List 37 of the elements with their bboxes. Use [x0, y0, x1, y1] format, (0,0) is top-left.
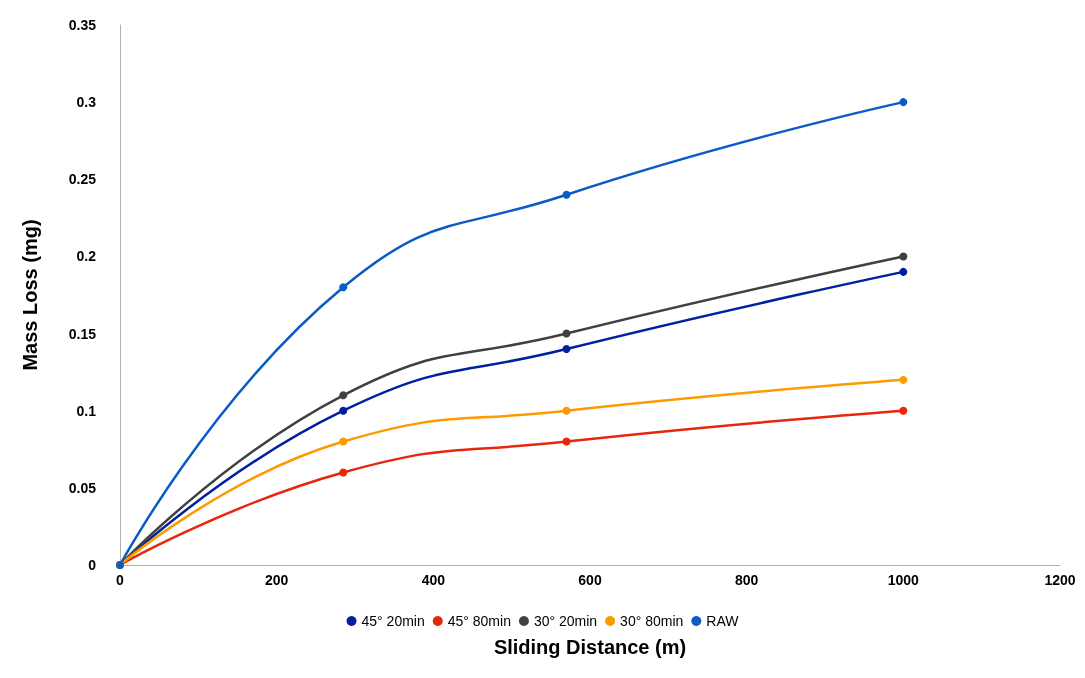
point [562, 437, 571, 446]
point [899, 375, 908, 384]
x-tick-label: 400 [421, 572, 446, 588]
y-tick-label: 0.1 [76, 402, 97, 419]
x-axis-title: Sliding Distance (m) [493, 636, 687, 658]
point [899, 406, 908, 415]
y-tick-label: 0.05 [68, 479, 97, 496]
x-tick-label: 200 [264, 572, 289, 588]
point [339, 468, 348, 477]
point [339, 391, 348, 400]
x-tick-label: 800 [734, 572, 759, 588]
point [339, 437, 348, 446]
y-tick-label: 0.2 [76, 248, 97, 265]
legend-label: 45° 20min [361, 613, 425, 629]
point [562, 190, 571, 199]
point [339, 406, 348, 415]
point [339, 283, 348, 292]
point [899, 252, 908, 261]
point [562, 345, 571, 353]
point [562, 329, 571, 338]
y-axis-title: Mass Loss (mg) [19, 219, 41, 371]
y-tick-label: 0.35 [68, 17, 97, 33]
point [562, 406, 571, 415]
x-tick-label: 0 [116, 572, 125, 588]
legend-label: RAW [706, 613, 740, 629]
legend-label: 30° 80min [620, 613, 684, 629]
x-tick-label: 600 [578, 572, 602, 588]
legend-label: 45° 80min [447, 613, 511, 629]
x-tick-label: 1200 [1044, 572, 1076, 588]
y-tick-label: 0.3 [76, 94, 97, 111]
y-tick-label: 0 [88, 557, 97, 573]
point [899, 267, 908, 276]
y-tick-label: 0.15 [68, 325, 97, 342]
legend-label: 30° 20min [533, 613, 598, 629]
x-tick-label: 1000 [887, 572, 920, 588]
y-tick-label: 0.25 [68, 171, 97, 188]
point [899, 98, 908, 107]
